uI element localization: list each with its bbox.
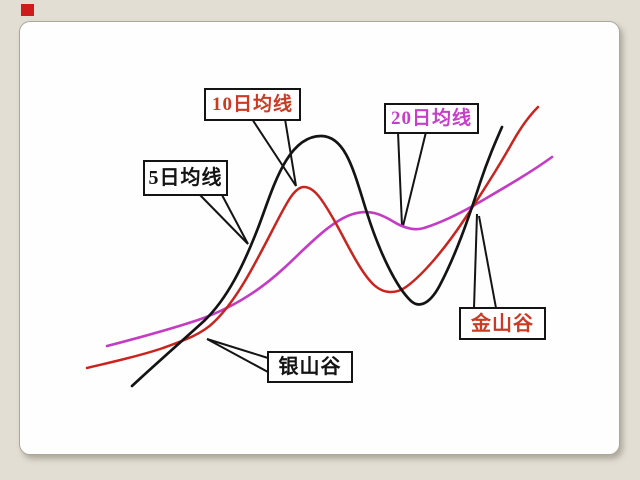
pointer-golden-valley xyxy=(473,213,497,309)
ma10-curve xyxy=(85,105,540,370)
pointer-silver-valley xyxy=(206,338,269,373)
callout-golden-valley-label: 金山谷 xyxy=(459,307,546,340)
ma20-curve xyxy=(105,155,554,348)
pointer-ma20 xyxy=(397,131,427,227)
pointer-ma10 xyxy=(251,118,297,187)
ma5-curve xyxy=(130,125,504,388)
callout-silver-valley-label: 银山谷 xyxy=(267,351,353,383)
callout-ma20-label: 20日均线 xyxy=(384,103,479,134)
callout-ma10-label: 10日均线 xyxy=(204,88,301,121)
red-square-bullet-icon xyxy=(21,4,34,16)
pointer-ma5 xyxy=(199,194,249,245)
callout-ma5-label: 5日均线 xyxy=(143,160,228,196)
